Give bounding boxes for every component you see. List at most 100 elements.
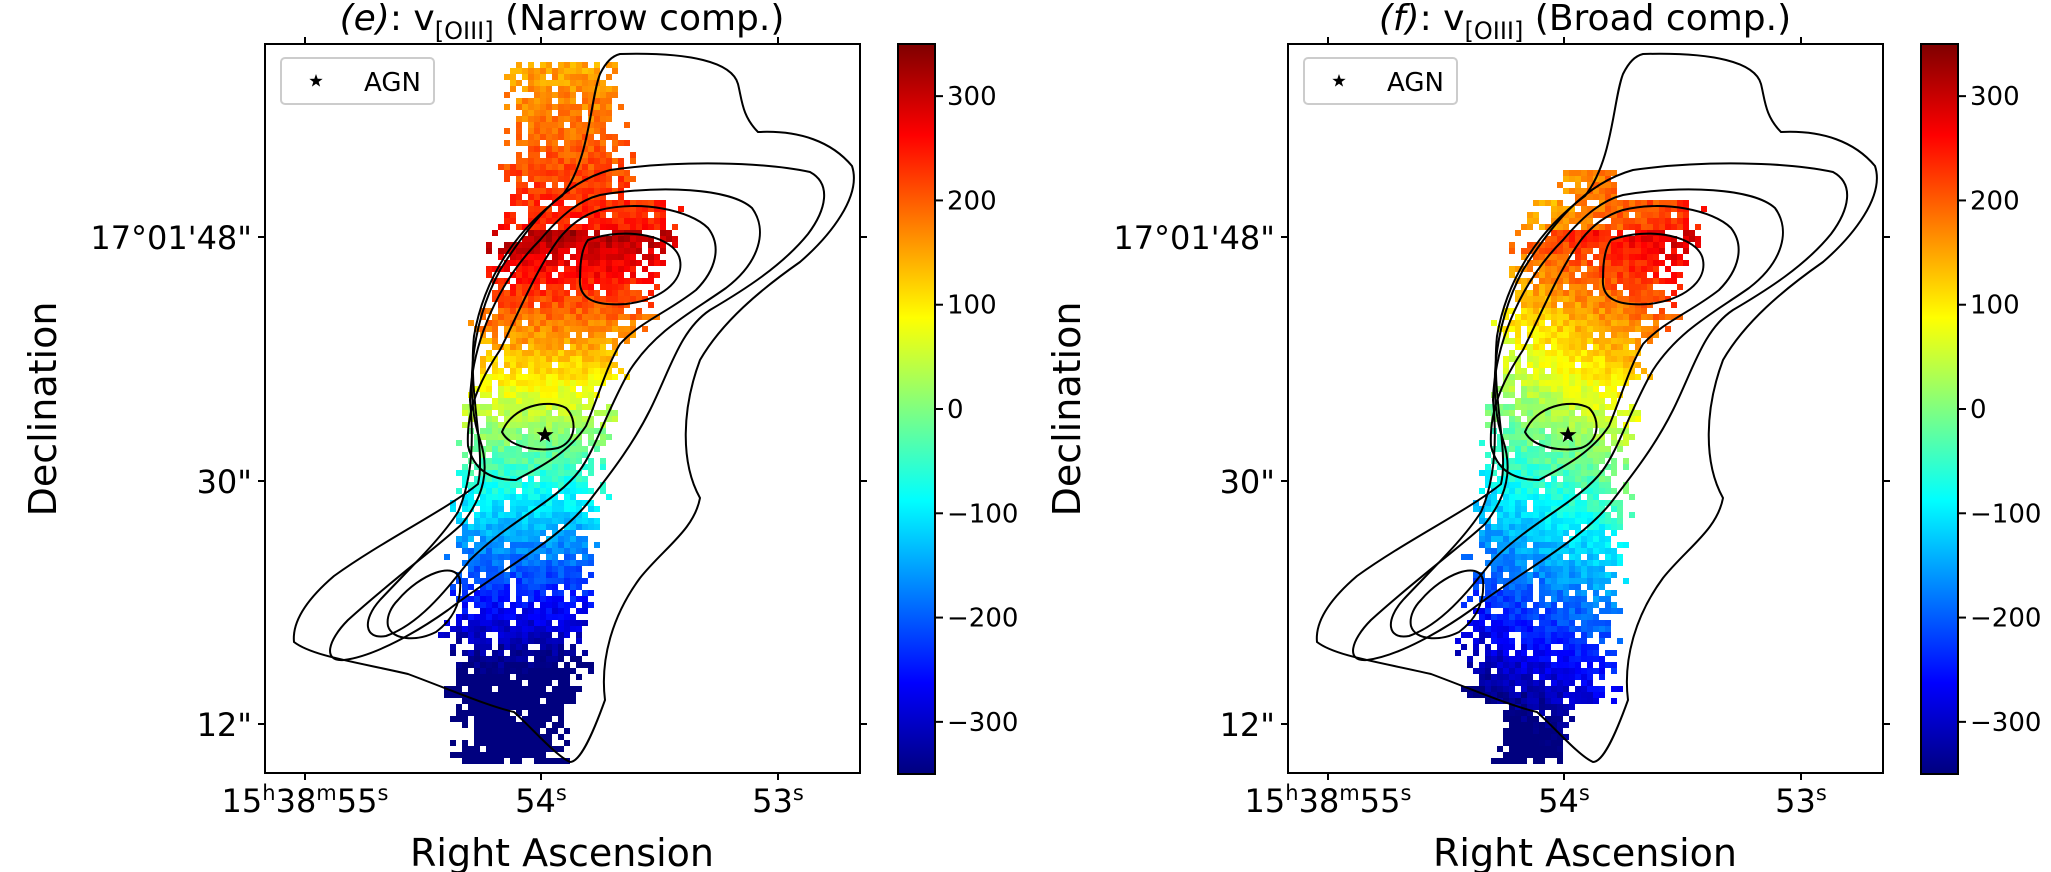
velocity-pixel [564,452,570,458]
velocity-pixel [576,362,582,368]
velocity-pixel [606,416,612,422]
velocity-pixel [576,248,582,254]
velocity-pixel [1497,686,1503,692]
velocity-pixel [1569,614,1575,620]
velocity-pixel [1533,362,1539,368]
velocity-pixel [528,230,534,236]
velocity-pixel [522,98,528,104]
velocity-pixel [1569,638,1575,644]
velocity-pixel [1623,224,1629,230]
velocity-pixel [1575,218,1581,224]
panel-e-contour-level-5c [386,569,462,640]
velocity-pixel [618,158,624,164]
velocity-pixel [552,578,558,584]
velocity-pixel [618,188,624,194]
velocity-pixel [474,434,480,440]
velocity-pixel [1545,290,1551,296]
velocity-pixel [618,260,624,266]
velocity-pixel [582,164,588,170]
velocity-pixel [1587,302,1593,308]
velocity-pixel [1527,518,1533,524]
velocity-pixel [1557,746,1563,752]
velocity-pixel [1587,326,1593,332]
velocity-pixel [1551,494,1557,500]
velocity-pixel [558,404,564,410]
velocity-pixel [582,338,588,344]
velocity-pixel [1575,248,1581,254]
velocity-pixel [1515,518,1521,524]
velocity-pixel [1641,296,1647,302]
velocity-pixel [1533,302,1539,308]
velocity-pixel [618,170,624,176]
velocity-pixel [576,338,582,344]
velocity-pixel [486,494,492,500]
velocity-pixel [552,74,558,80]
velocity-pixel [456,536,462,542]
velocity-pixel [576,176,582,182]
velocity-pixel [510,494,516,500]
panel-e-contour-level-4 [466,205,717,482]
velocity-pixel [558,62,564,68]
velocity-pixel [1599,434,1605,440]
velocity-pixel [534,494,540,500]
velocity-pixel [1587,332,1593,338]
velocity-pixel [1605,380,1611,386]
velocity-pixel [1515,602,1521,608]
velocity-pixel [498,704,504,710]
velocity-pixel [1545,692,1551,698]
velocity-pixel [558,110,564,116]
velocity-pixel [552,674,558,680]
velocity-pixel [1587,644,1593,650]
velocity-pixel [1569,266,1575,272]
velocity-pixel [1509,428,1515,434]
velocity-pixel [492,656,498,662]
velocity-pixel [1521,602,1527,608]
velocity-pixel [1545,728,1551,734]
velocity-pixel [570,116,576,122]
velocity-pixel [588,254,594,260]
velocity-pixel [1485,626,1491,632]
velocity-pixel [516,140,522,146]
velocity-pixel [594,128,600,134]
velocity-pixel [1587,464,1593,470]
velocity-pixel [606,494,612,500]
velocity-pixel [564,140,570,146]
velocity-pixel [1545,458,1551,464]
velocity-pixel [510,356,516,362]
velocity-pixel [1575,476,1581,482]
velocity-pixel [1575,356,1581,362]
velocity-pixel [522,404,528,410]
velocity-pixel [1563,506,1569,512]
velocity-pixel [588,350,594,356]
velocity-pixel [1587,356,1593,362]
velocity-pixel [576,224,582,230]
velocity-pixel [588,170,594,176]
velocity-pixel [486,410,492,416]
velocity-pixel [1545,626,1551,632]
velocity-pixel [1515,482,1521,488]
velocity-pixel [1533,602,1539,608]
velocity-pixel [1545,392,1551,398]
velocity-pixel [1563,422,1569,428]
velocity-pixel [552,554,558,560]
velocity-pixel [1599,230,1605,236]
velocity-pixel [534,212,540,218]
velocity-pixel [1527,698,1533,704]
velocity-pixel [492,290,498,296]
velocity-pixel [498,248,504,254]
velocity-pixel [480,314,486,320]
velocity-pixel [1683,212,1689,218]
velocity-pixel [594,218,600,224]
velocity-pixel [1569,206,1575,212]
velocity-pixel [1587,182,1593,188]
velocity-pixel [1557,356,1563,362]
velocity-pixel [468,698,474,704]
velocity-pixel [522,608,528,614]
velocity-pixel [600,296,606,302]
velocity-pixel [498,446,504,452]
velocity-pixel [570,650,576,656]
velocity-pixel [1515,662,1521,668]
velocity-pixel [534,662,540,668]
velocity-pixel [1569,326,1575,332]
velocity-pixel [1581,632,1587,638]
